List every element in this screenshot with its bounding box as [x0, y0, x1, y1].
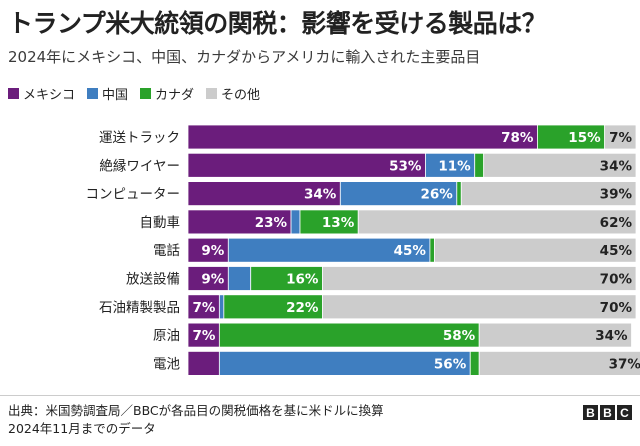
category-label: 原油 [153, 328, 180, 344]
data-label-other: 37% [609, 356, 640, 372]
category-label: 石油精製製品 [99, 300, 180, 316]
chart-title: トランプ米大統領の関税：影響を受ける製品は？ [8, 9, 547, 38]
bar-segment-mexico [187, 209, 292, 235]
data-label-other: 7% [609, 130, 632, 146]
legend-item-mexico: メキシコ [8, 84, 75, 103]
data-label-canada: 16% [286, 272, 319, 288]
footer-divider [0, 395, 640, 396]
bar-segment-canada [299, 209, 359, 235]
bar-segment-other [321, 266, 637, 291]
bar-segment-other [321, 294, 637, 320]
bar-segment-other [433, 237, 637, 263]
legend-item-canada: カナダ [140, 84, 194, 103]
bar-segment-other [478, 322, 632, 348]
data-label-other: 70% [600, 272, 633, 288]
legend-item-other: その他 [206, 84, 260, 103]
bar-segment-canada [456, 181, 462, 206]
data-label-mexico: 78% [501, 130, 534, 146]
stacked-bar-chart: 運送トラック 78% 15% 7% 絶縁ワイヤー 53% 11% 34% コンピューター 34% 2… [86, 124, 640, 376]
data-date-note: 2024年11月までのデータ [8, 421, 156, 436]
bar-segment-mexico [187, 350, 220, 376]
bar-segment-other [460, 181, 637, 206]
bar-segment-other [604, 124, 637, 150]
data-label-mexico: 53% [389, 158, 422, 174]
legend-item-china: 中国 [87, 84, 128, 103]
data-label-canada: 58% [443, 328, 476, 344]
category-label: 電池 [153, 356, 180, 372]
bar-segment-canada [474, 152, 485, 178]
bbc-logo-letter: B [600, 405, 615, 420]
bar-segment-mexico [187, 181, 341, 206]
category-label: コンピューター [86, 187, 181, 203]
bar-segment-other [483, 152, 637, 178]
data-label-china: 45% [394, 243, 427, 259]
data-label-mexico: 7% [192, 300, 215, 316]
category-label: 運送トラック [99, 130, 180, 146]
data-label-other: 70% [600, 300, 633, 316]
legend-swatch-other [206, 87, 218, 99]
data-label-mexico: 7% [192, 328, 215, 344]
data-label-china: 11% [438, 158, 471, 174]
legend-swatch-mexico [8, 87, 19, 99]
data-label-canada: 15% [568, 130, 601, 146]
data-label-other: 39% [600, 187, 633, 203]
bar-segment-other [478, 350, 640, 376]
data-label-china: 56% [434, 356, 467, 372]
category-label: 絶縁ワイヤー [99, 158, 180, 174]
data-label-mexico: 9% [201, 272, 224, 288]
legend-label-china: 中国 [102, 87, 129, 103]
data-label-other: 34% [595, 328, 628, 344]
bar-segment-canada [218, 322, 480, 348]
legend: メキシコ 中国 カナダ その他 [8, 83, 272, 103]
data-label-canada: 22% [286, 300, 319, 316]
category-label: 放送設備 [126, 272, 180, 288]
bar-segment-other [357, 209, 637, 235]
data-label-mexico: 23% [255, 215, 288, 231]
bar-segment-china [227, 237, 431, 263]
bar-segment-mexico [187, 322, 220, 348]
bar-segment-china [218, 350, 471, 376]
footer: 出典：米国勢調査局／BBCが各品目の関税価格を基に米ドルに換算 2024年11月… [8, 402, 384, 438]
bar-segment-canada [223, 294, 323, 320]
chart-subtitle: 2024年にメキシコ、中国、カナダからアメリカに輸入された主要品目 [8, 48, 481, 66]
data-label-other: 34% [600, 158, 633, 174]
data-label-mexico: 34% [304, 187, 337, 203]
data-label-china: 26% [420, 187, 453, 203]
source-note: 出典：米国勢調査局／BBCが各品目の関税価格を基に米ドルに換算 [8, 403, 384, 418]
bar-segment-mexico [187, 294, 220, 320]
bar-segment-china [218, 294, 225, 320]
data-label-other: 62% [600, 215, 633, 231]
legend-label-other: その他 [221, 87, 261, 103]
bar-segment-canada [429, 237, 435, 263]
category-label: 電話 [153, 242, 180, 259]
bar-segment-mexico [187, 266, 229, 291]
legend-swatch-canada [140, 87, 152, 99]
data-label-mexico: 9% [201, 243, 224, 259]
category-label: 自動車 [140, 215, 181, 231]
bar-segment-canada [537, 124, 606, 150]
bbc-logo-letter: C [617, 405, 632, 420]
bar-segment-canada [469, 350, 480, 376]
bar-segment-mexico [187, 152, 426, 178]
bar-segment-china [290, 209, 301, 235]
bbc-logo: B B C [583, 405, 632, 420]
legend-label-canada: カナダ [155, 87, 195, 103]
bar-segment-china [339, 181, 458, 206]
data-label-other: 45% [600, 243, 633, 259]
bar-segment-china [227, 266, 252, 291]
data-label-canada: 13% [322, 215, 355, 231]
bbc-logo-letter: B [583, 405, 598, 420]
legend-swatch-china [87, 87, 99, 99]
legend-label-mexico: メキシコ [23, 87, 76, 103]
bar-segment-mexico [187, 124, 538, 150]
